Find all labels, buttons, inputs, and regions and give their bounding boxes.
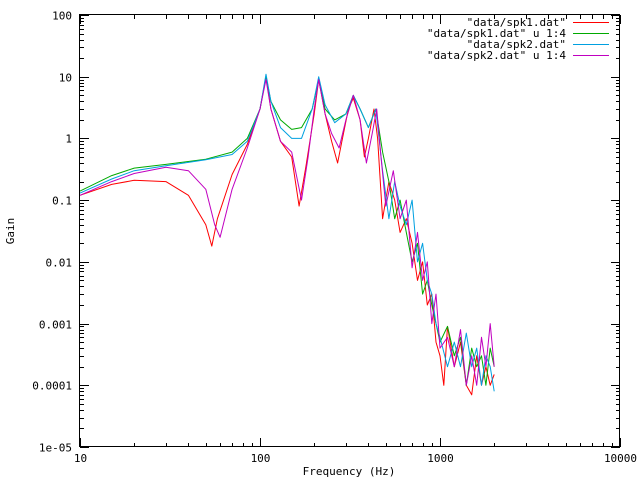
series-line-1 — [79, 76, 495, 396]
x-axis-label: Frequency (Hz) — [303, 465, 396, 478]
plot-frame — [79, 14, 620, 447]
y-tick-label: 10 — [59, 72, 72, 85]
y-tick-label: 1e-05 — [39, 442, 72, 455]
y-tick-label: 0.0001 — [32, 380, 72, 393]
x-tick-label: 100 — [251, 452, 271, 465]
y-tick-label: 0.1 — [52, 195, 72, 208]
y-tick-label: 100 — [52, 10, 72, 23]
series-line-4 — [79, 79, 495, 386]
y-axis-label: Gain — [4, 218, 17, 245]
y-tick-label: 0.001 — [39, 319, 72, 332]
legend-label: "data/spk2.dat" u 1:4 — [427, 49, 566, 62]
legend-label: "data/spk2.dat" — [467, 38, 566, 51]
x-tick-label: 10000 — [604, 452, 637, 465]
x-tick-label: 10 — [74, 452, 87, 465]
x-tick-label: 1000 — [427, 452, 454, 465]
plot-lines — [79, 73, 495, 396]
legend: "data/spk1.dat""data/spk1.dat" u 1:4"dat… — [427, 16, 609, 62]
legend-label: "data/spk1.dat" — [467, 16, 566, 29]
y-tick-label: 1 — [65, 133, 72, 146]
y-tick-label: 0.01 — [46, 257, 73, 270]
legend-label: "data/spk1.dat" u 1:4 — [427, 27, 566, 40]
